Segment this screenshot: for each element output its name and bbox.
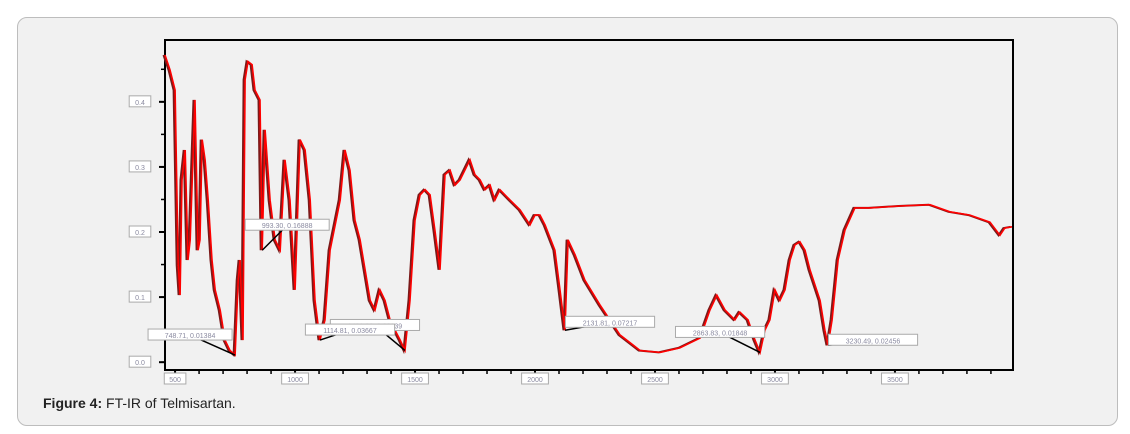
spectrum-shadow [162, 54, 1011, 358]
figure-caption: Figure 4: FT-IR of Telmisartan. [43, 395, 236, 411]
x-tick-label: 2500 [647, 377, 663, 384]
x-tick-label: 3000 [767, 377, 783, 384]
x-tick-label-box [281, 372, 309, 385]
annotation-label-box [564, 315, 656, 328]
annotation-label: 2131.81, 0.07217 [583, 320, 638, 327]
annotation-label: 2863.83, 0.01848 [693, 330, 748, 337]
y-tick-label-box [128, 160, 152, 173]
x-tick-label: 3500 [887, 377, 903, 384]
y-tick-label-box [128, 290, 152, 303]
x-tick-label-box [401, 372, 429, 385]
y-tick-label: 0.4 [135, 100, 145, 107]
y-tick-label-box [128, 225, 152, 238]
y-tick-label-box [128, 95, 152, 108]
y-tick-label: 0.0 [135, 360, 145, 367]
annotation-label: 748.71, 0.01384 [165, 333, 216, 340]
y-tick-label: 0.1 [135, 295, 145, 302]
x-tick-label-box [521, 372, 549, 385]
x-tick-label-box [761, 372, 789, 385]
plot-frame [164, 39, 1014, 371]
annotation-label: 1114.81, 0.03667 [323, 328, 377, 335]
x-tick-label: 2000 [527, 377, 543, 384]
annotation-label-box [827, 333, 919, 346]
annotation-label-box [147, 328, 233, 341]
caption-label: Figure 4: [43, 395, 103, 411]
x-tick-label: 1500 [407, 377, 423, 384]
x-tick-label: 1000 [287, 377, 303, 384]
y-tick-label-box [128, 355, 152, 368]
x-tick-label-box [881, 372, 909, 385]
y-tick-label: 0.2 [135, 230, 145, 237]
spectrum-line [164, 54, 1013, 357]
annotation-label: 3230.49, 0.02456 [846, 338, 901, 345]
x-tick-label: 500 [169, 377, 181, 384]
annotation-label-box [244, 218, 330, 231]
annotation-label: 993.30, 0.16888 [262, 223, 313, 230]
y-tick-label: 0.3 [135, 165, 145, 172]
annotation-label-box [304, 323, 396, 336]
caption-text: FT-IR of Telmisartan. [102, 395, 236, 411]
x-tick-label-box [163, 372, 187, 385]
x-tick-label-box [641, 372, 669, 385]
annotation-label-box [674, 325, 766, 338]
